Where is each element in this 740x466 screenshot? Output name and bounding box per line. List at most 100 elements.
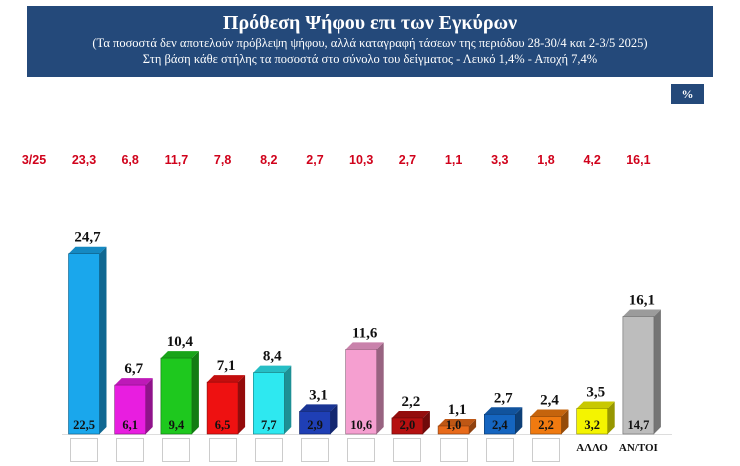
previous-value: 1,8 [537,153,555,167]
bar-side [284,365,292,434]
bar-base-label: 6,5 [215,418,231,432]
party-logo [301,438,329,462]
bar-6 [299,404,338,435]
bar-top [438,418,477,426]
bar-10 [483,407,523,435]
bar-side [191,351,199,434]
previous-value: 8,2 [260,153,278,167]
bar-top [68,246,107,254]
label-undecided: ΑΝ/ΤΟΙ [618,442,658,454]
bar-value-label: 11,6 [352,325,378,341]
bar-base-label: 3,2 [584,418,600,432]
bar-top [345,342,384,350]
bar-top [253,365,292,373]
bar-4 [206,375,246,435]
chart-header: Πρόθεση Ψήφου επι των Εγκύρων (Τα ποσοστ… [27,6,713,77]
bar-5 [253,365,292,435]
previous-values-row: 3/25 23,3 6,8 11,7 7,8 8,2 2,7 10,3 2,7 1,1 3,3 1,… [0,153,740,173]
bar-7 [345,342,384,435]
chart-note: Στη βάση κάθε στήλης τα ποσοστά στο σύνο… [142,52,598,66]
party-logo [347,438,376,462]
unit-badge: % [671,84,704,104]
party-logo [485,438,514,462]
previous-value: 2,7 [398,153,417,167]
party-logo [70,438,98,462]
bar-top [576,401,615,409]
bar-front [206,381,239,435]
bar-base-label: 2,9 [307,418,323,432]
bar-side [99,246,107,434]
bar-front [622,316,655,435]
bar-front [68,253,100,435]
bar-top [391,410,430,418]
bar-top [299,404,338,412]
party-logo [439,438,468,462]
label-other: ΑΛΛΟ [576,442,608,454]
bar-top [160,351,199,359]
previous-value: 6,8 [121,153,139,167]
previous-value: 4,2 [583,153,601,167]
bar-base-label: 6,1 [122,418,138,432]
bar-top [530,409,569,417]
bar-side [238,375,246,434]
bar-base-label: 1,0 [446,418,462,432]
bar-front [345,349,378,435]
bar-base-label: 2,0 [400,418,416,432]
bar-side [607,401,615,434]
bar-value-label: 6,7 [124,361,143,377]
bar-value-label: 8,4 [263,349,282,365]
bar-value-label: 2,2 [402,394,421,410]
bar-side [561,409,569,434]
bar-13 [622,309,661,435]
chart-title: Πρόθεση Ψήφου επι των Εγκύρων [222,12,518,34]
bar-side [145,378,153,434]
bar-base-label: 7,7 [261,418,277,432]
bar-side [653,309,661,434]
bar-2 [114,378,153,435]
bar-12 [576,401,615,435]
bar-front [437,425,470,435]
bar-side [376,342,384,434]
bar-base-label: 10,6 [350,418,372,432]
previous-value: 10,3 [349,153,374,167]
bar-base-label: 14,7 [627,418,649,432]
bar-top [622,309,661,317]
bar-value-label: 1,1 [448,402,467,418]
bar-base-label: 2,2 [538,418,554,432]
bar-value-label: 24,7 [74,230,101,246]
party-logo [116,438,145,462]
bar-front [114,384,146,435]
bar-value-label: 10,4 [167,334,194,350]
bar-front [391,417,424,435]
bar-value-label: 2,4 [540,392,559,408]
bar-front [483,413,516,435]
bar-9 [437,418,477,435]
bar-top [114,378,153,386]
bar-value-label: 2,7 [494,390,513,406]
party-logo [162,438,191,462]
bar-value-label: 3,5 [586,384,605,400]
bar-11 [530,409,569,435]
party-logo [254,438,283,462]
bar-side [469,418,477,434]
bar-front [576,408,609,435]
bar-value-label: 16,1 [629,292,655,308]
bar-3 [160,351,199,435]
previous-value: 11,7 [164,153,189,167]
previous-value: 16,1 [626,153,651,167]
party-logo [532,438,560,462]
bar-8 [391,410,430,435]
bar-value-label: 7,1 [217,358,236,374]
bar-side [422,410,430,434]
bar-front [530,416,562,435]
previous-value: 2,7 [306,153,324,167]
bar-top [484,407,523,415]
bar-top [207,375,246,383]
party-logo [393,438,422,462]
bar-side [515,407,523,434]
party-logo [208,438,237,462]
bar-front [299,411,331,435]
previous-value: 23,3 [71,153,97,167]
bar-base-label: 2,4 [492,418,508,432]
